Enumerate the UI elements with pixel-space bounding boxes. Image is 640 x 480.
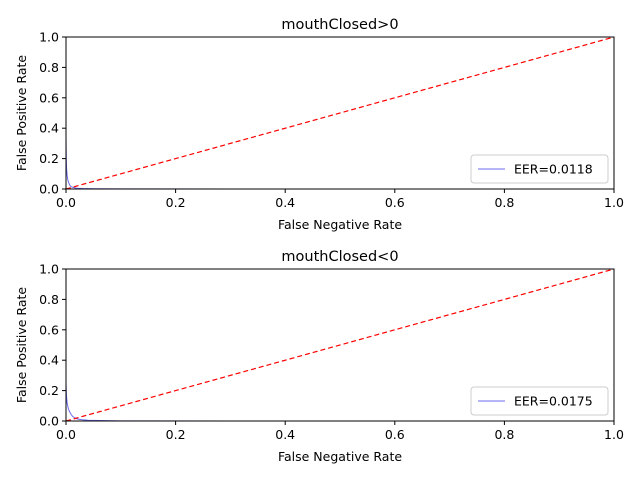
legend-entry-label: EER=0.0175 <box>514 394 593 409</box>
y-tick-label: 0.8 <box>39 60 59 75</box>
x-tick-label: 1.0 <box>604 427 624 442</box>
x-tick-label: 0.6 <box>385 427 405 442</box>
y-tick-label: 0.0 <box>39 182 59 197</box>
x-axis-label: False Negative Rate <box>278 449 402 464</box>
x-tick-label: 1.0 <box>604 195 624 210</box>
x-tick-label: 0.8 <box>494 195 514 210</box>
chart-title: mouthClosed<0 <box>281 249 398 265</box>
y-tick-label: 0.2 <box>39 383 59 398</box>
x-tick-label: 0.0 <box>56 427 76 442</box>
legend: EER=0.0118 <box>470 154 609 184</box>
x-tick-label: 0.4 <box>275 427 295 442</box>
y-tick-label: 1.0 <box>39 262 59 277</box>
x-tick-label: 0.8 <box>494 427 514 442</box>
y-tick-label: 0.4 <box>39 121 59 136</box>
x-axis-label: False Negative Rate <box>278 217 402 232</box>
subplot-2: 0.0 0.2 0.4 0.6 0.8 1.0 0.0 0.2 0.4 0.6 0.8 1.0 mout… <box>14 249 624 464</box>
x-tick-label: 0.6 <box>385 195 405 210</box>
y-tick-label: 1.0 <box>39 30 59 45</box>
legend: EER=0.0175 <box>470 386 609 416</box>
x-tick-label: 0.2 <box>166 427 186 442</box>
y-axis-label: False Positive Rate <box>14 55 29 171</box>
axes-frame <box>65 36 615 190</box>
y-tick-label: 0.6 <box>39 322 59 337</box>
legend-box <box>470 386 609 416</box>
chart-title: mouthClosed>0 <box>281 17 398 33</box>
y-tick-label: 0.8 <box>39 292 59 307</box>
y-tick-label: 0.4 <box>39 353 59 368</box>
y-tick-label: 0.2 <box>39 151 59 166</box>
diagonal-reference-line <box>66 269 614 421</box>
x-tick-label: 0.2 <box>166 195 186 210</box>
diagonal-reference-line <box>66 37 614 189</box>
x-tick-label: 0.0 <box>56 195 76 210</box>
legend-entry-label: EER=0.0118 <box>514 162 593 177</box>
x-tick-label: 0.4 <box>275 195 295 210</box>
y-tick-label: 0.0 <box>39 414 59 429</box>
legend-box <box>470 154 609 184</box>
subplot-1: 0.0 0.2 0.4 0.6 0.8 1.0 0.0 0.2 0.4 0.6 0.8 1.0 mout… <box>14 17 624 232</box>
y-axis-label: False Positive Rate <box>14 287 29 403</box>
y-tick-label: 0.6 <box>39 90 59 105</box>
axes-frame <box>65 268 615 422</box>
